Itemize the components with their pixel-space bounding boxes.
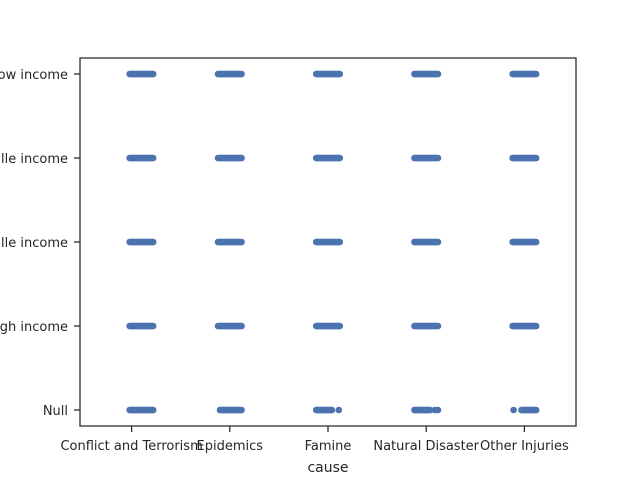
- strip-conflict-and-terrorism-low-income: [126, 70, 157, 78]
- strip-famine-null: [312, 406, 343, 414]
- strip-famine-high-income: [312, 322, 344, 330]
- strip-natural-disaster-high-income: [411, 322, 442, 330]
- data-point: [426, 406, 434, 414]
- data-point: [434, 406, 442, 414]
- data-point: [149, 70, 157, 78]
- strip-epidemics-high-income: [214, 322, 245, 330]
- strip-epidemics-null: [216, 406, 245, 414]
- data-point: [328, 406, 336, 414]
- data-point: [434, 154, 442, 162]
- x-tick-label-epidemics: Epidemics: [197, 439, 264, 454]
- data-point: [532, 406, 540, 414]
- y-tick-label-4: Null: [43, 404, 68, 419]
- y-axis-ticks: ow income lle income lle income gh income Nu…: [0, 68, 80, 419]
- strip-other-injuries-upper-middle-income: [509, 238, 540, 246]
- data-point: [434, 70, 442, 78]
- strip-other-injuries-low-income: [509, 70, 540, 78]
- strip-conflict-and-terrorism-high-income: [126, 322, 157, 330]
- data-point: [532, 238, 540, 246]
- x-axis-label: cause: [307, 460, 348, 476]
- data-point: [149, 238, 157, 246]
- strip-epidemics-upper-middle-income: [214, 238, 245, 246]
- x-tick-label-conflict-and-terrorism: Conflict and Terrorism: [60, 439, 202, 454]
- data-point: [238, 70, 245, 78]
- data-point: [238, 154, 245, 162]
- y-tick-label-3: gh income: [0, 320, 68, 335]
- data-point: [532, 70, 540, 78]
- strip-other-injuries-lower-middle-income: [509, 154, 540, 162]
- data-point: [532, 322, 540, 330]
- data-point: [238, 406, 245, 414]
- data-point: [510, 406, 517, 414]
- x-tick-label-other-injuries: Other Injuries: [480, 439, 569, 454]
- data-point: [434, 238, 442, 246]
- strip-natural-disaster-lower-middle-income: [411, 154, 442, 162]
- strip-epidemics-lower-middle-income: [214, 154, 245, 162]
- strip-natural-disaster-low-income: [411, 70, 442, 78]
- y-tick-label-0: ow income: [0, 68, 68, 83]
- data-point: [434, 322, 442, 330]
- data-point: [336, 70, 344, 78]
- strip-famine-upper-middle-income: [312, 238, 344, 246]
- data-point: [149, 154, 157, 162]
- data-point: [238, 238, 245, 246]
- strip-epidemics-low-income: [214, 70, 245, 78]
- strip-other-injuries-high-income: [509, 322, 540, 330]
- strip-conflict-and-terrorism-lower-middle-income: [126, 154, 157, 162]
- data-points: [126, 70, 540, 414]
- strip-conflict-and-terrorism-upper-middle-income: [126, 238, 157, 246]
- strip-conflict-and-terrorism-null: [126, 406, 157, 414]
- data-point: [336, 154, 344, 162]
- data-point: [149, 406, 157, 414]
- data-point: [335, 406, 343, 414]
- strip-famine-lower-middle-income: [312, 154, 344, 162]
- data-point: [149, 322, 157, 330]
- data-point: [336, 322, 344, 330]
- strip-natural-disaster-upper-middle-income: [411, 238, 442, 246]
- x-tick-label-natural-disaster: Natural Disaster: [373, 439, 479, 454]
- y-tick-label-1: lle income: [1, 152, 68, 167]
- y-tick-label-2: lle income: [1, 236, 68, 251]
- data-point: [238, 322, 245, 330]
- strip-other-injuries-null: [510, 406, 540, 414]
- x-tick-label-famine: Famine: [305, 439, 352, 454]
- strip-famine-low-income: [312, 70, 344, 78]
- data-point: [532, 154, 540, 162]
- data-point: [336, 238, 344, 246]
- strip-natural-disaster-null: [411, 406, 442, 414]
